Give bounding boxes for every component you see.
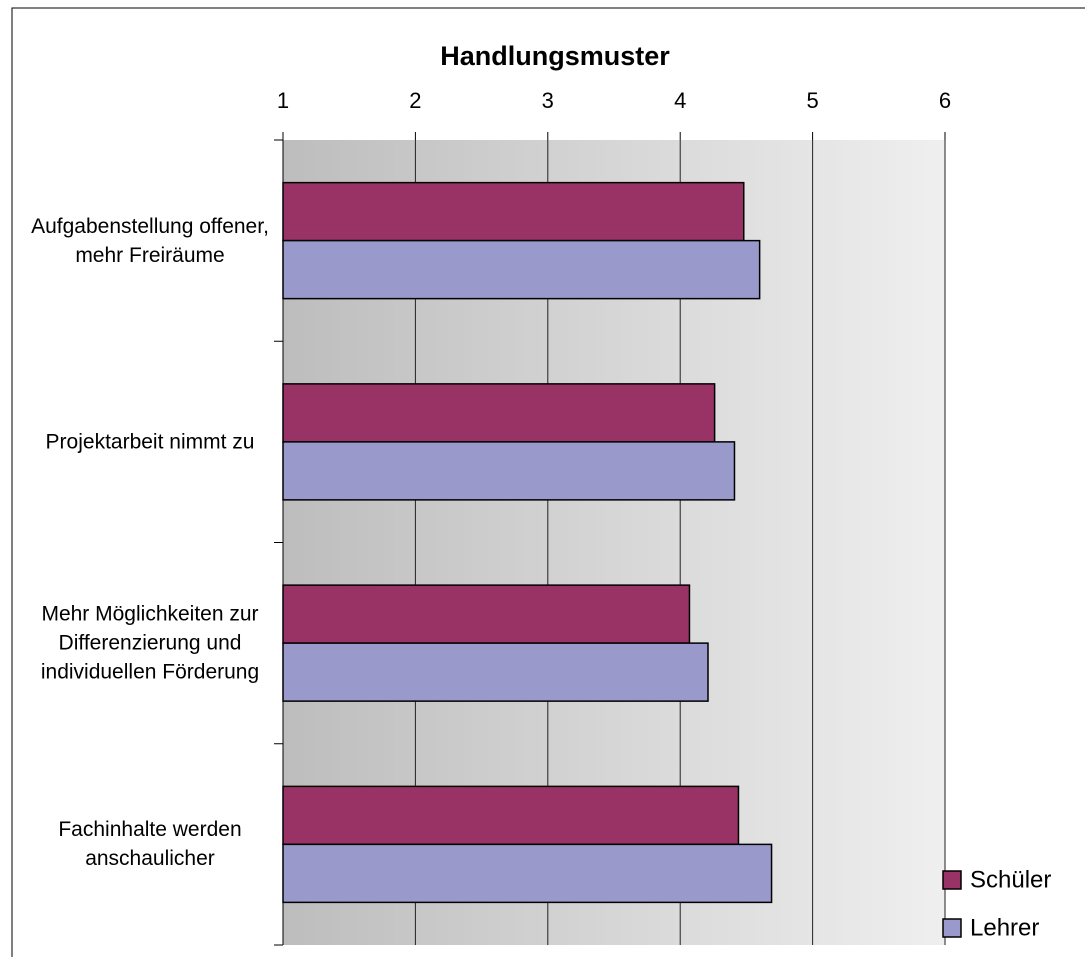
- bar: [282, 584, 691, 644]
- legend-swatch: [942, 918, 962, 938]
- x-tick-label: 3: [542, 88, 554, 113]
- frame: [11, 7, 1085, 957]
- y-tick-label: Projektarbeit nimmt zu: [45, 430, 255, 454]
- x-tick-label: 1: [277, 88, 289, 113]
- legend-label: Schüler: [970, 866, 1051, 893]
- x-tick-label: 5: [806, 88, 818, 113]
- chart-title: Handlungsmuster: [440, 41, 670, 71]
- x-tick-label: 4: [674, 88, 686, 113]
- legend-swatch: [942, 870, 962, 890]
- bar: [282, 383, 716, 443]
- x-tick-label: 6: [939, 88, 951, 113]
- legend-label: Lehrer: [970, 914, 1039, 941]
- bar: [282, 785, 740, 846]
- bar: [282, 843, 773, 904]
- y-tick-label: Fachinhalte werden anschaulicher: [58, 818, 242, 871]
- y-tick-label: Mehr Möglichkeiten zur Differenzierung u…: [40, 602, 260, 684]
- bar: [282, 181, 745, 242]
- bar: [282, 441, 736, 501]
- bar: [282, 239, 761, 300]
- y-tick-label: Aufgabenstellung offener, mehr Freiräume: [31, 214, 269, 267]
- x-tick-label: 2: [409, 88, 421, 113]
- bar: [282, 642, 709, 702]
